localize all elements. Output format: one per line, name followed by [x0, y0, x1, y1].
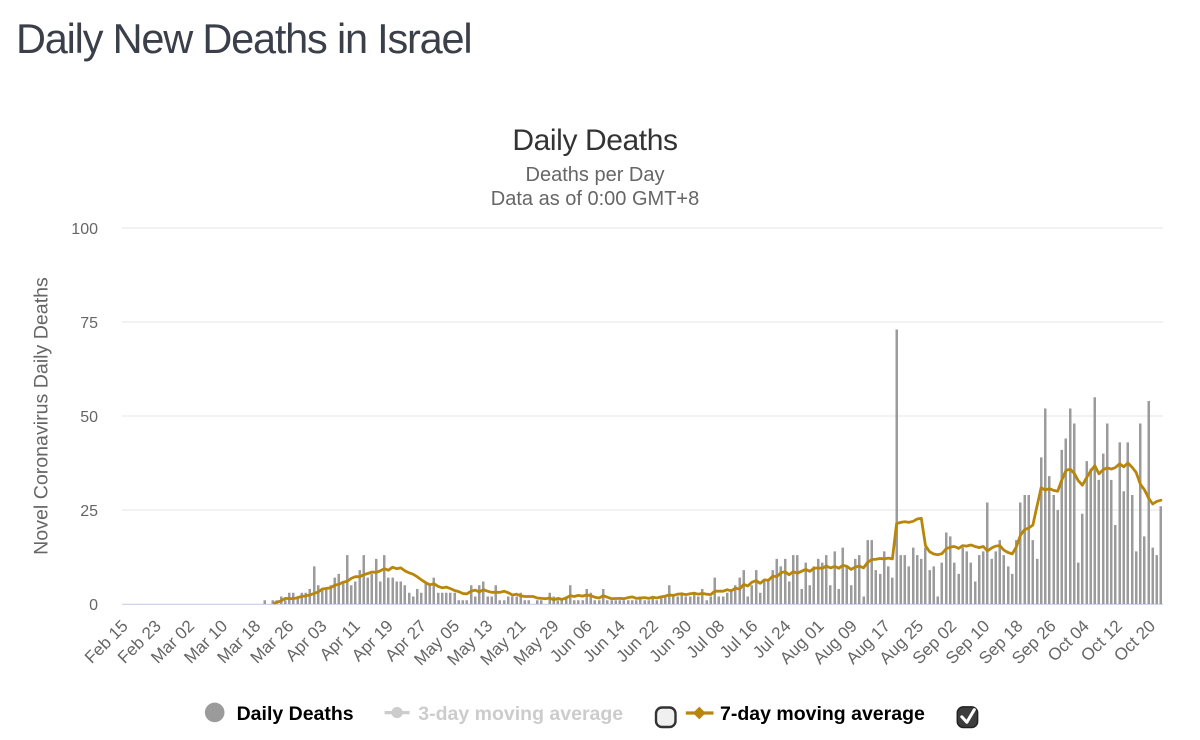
svg-text:50: 50 [80, 409, 98, 426]
svg-text:Daily New Deaths in Israel: Daily New Deaths in Israel [16, 15, 471, 62]
svg-text:Novel Coronavirus Daily Deaths: Novel Coronavirus Daily Deaths [31, 277, 53, 555]
svg-text:25: 25 [80, 503, 98, 520]
svg-text:0: 0 [89, 597, 98, 614]
svg-text:7-day moving average: 7-day moving average [720, 703, 925, 725]
svg-text:3-day moving average: 3-day moving average [418, 703, 623, 725]
svg-text:Deaths per Day: Deaths per Day [526, 164, 665, 186]
svg-text:Daily Deaths: Daily Deaths [237, 703, 354, 725]
svg-text:100: 100 [71, 221, 98, 238]
svg-text:Data as of 0:00 GMT+8: Data as of 0:00 GMT+8 [491, 188, 699, 210]
svg-text:Daily Deaths: Daily Deaths [512, 124, 677, 157]
svg-text:75: 75 [80, 315, 98, 332]
